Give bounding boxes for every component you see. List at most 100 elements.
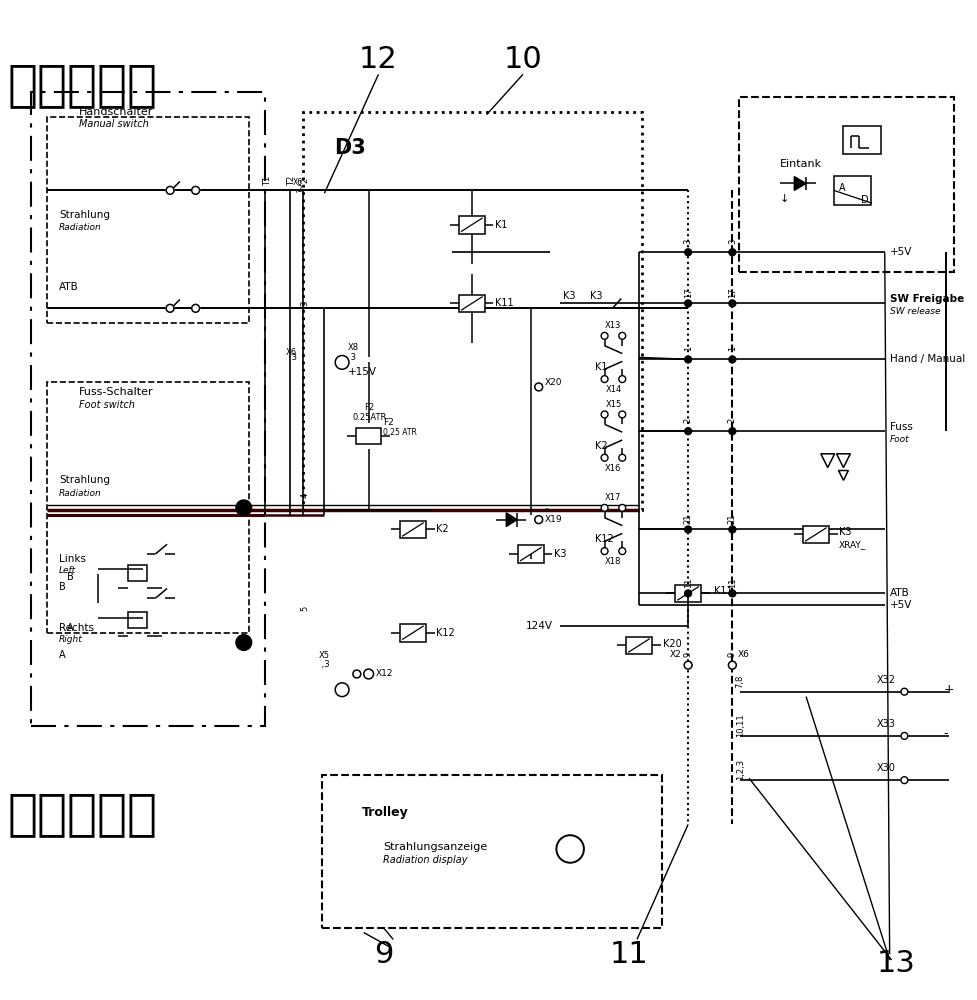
Text: 3: 3 xyxy=(727,239,736,244)
Text: XRAY_: XRAY_ xyxy=(837,540,865,549)
Bar xyxy=(832,176,871,205)
Text: Right: Right xyxy=(59,635,83,644)
Text: X13: X13 xyxy=(605,321,621,330)
Text: X5: X5 xyxy=(319,651,329,660)
Text: 第一接入点: 第一接入点 xyxy=(8,61,157,109)
Text: T2: T2 xyxy=(287,175,296,186)
Text: 7,8: 7,8 xyxy=(735,674,743,688)
Text: B: B xyxy=(59,582,65,592)
Circle shape xyxy=(728,249,735,256)
Text: T1: T1 xyxy=(263,175,272,186)
Text: 13: 13 xyxy=(876,949,915,978)
Text: 11: 11 xyxy=(727,577,736,588)
Text: Strahlung: Strahlung xyxy=(59,475,109,485)
Text: 12: 12 xyxy=(359,45,398,74)
Text: Radiation display: Radiation display xyxy=(383,855,467,865)
Text: K3: K3 xyxy=(554,549,567,559)
Text: X32: X32 xyxy=(876,675,895,685)
Text: X30: X30 xyxy=(876,763,895,773)
Text: 17: 17 xyxy=(727,287,736,298)
Bar xyxy=(675,585,701,602)
Text: Links: Links xyxy=(59,554,86,564)
Text: 4: 4 xyxy=(300,492,309,498)
Text: D3: D3 xyxy=(334,138,365,158)
Bar xyxy=(400,521,425,538)
Text: K3: K3 xyxy=(589,291,602,301)
Polygon shape xyxy=(793,177,805,190)
Text: Rechts: Rechts xyxy=(59,623,94,633)
Text: X15: X15 xyxy=(605,400,621,409)
Circle shape xyxy=(601,454,608,461)
Text: Fuss-Schalter: Fuss-Schalter xyxy=(78,387,153,397)
Text: o: o xyxy=(544,507,548,513)
Bar xyxy=(322,775,660,928)
Text: 9: 9 xyxy=(683,652,692,657)
Circle shape xyxy=(684,661,692,669)
Circle shape xyxy=(618,376,625,383)
Circle shape xyxy=(166,186,174,194)
Circle shape xyxy=(335,355,349,369)
Text: 1,2,3: 1,2,3 xyxy=(735,759,743,780)
Text: X18: X18 xyxy=(605,557,621,566)
Text: 9: 9 xyxy=(727,652,736,657)
Circle shape xyxy=(166,304,174,312)
Bar xyxy=(128,612,148,628)
Text: X33: X33 xyxy=(876,719,895,729)
Text: SW release: SW release xyxy=(889,307,939,316)
Circle shape xyxy=(728,356,735,363)
Text: ATB: ATB xyxy=(59,282,79,292)
Text: Radiation: Radiation xyxy=(59,223,102,232)
Circle shape xyxy=(684,249,691,256)
Text: Handschalter: Handschalter xyxy=(78,107,152,117)
Text: Strahlung: Strahlung xyxy=(59,210,109,220)
Text: 1: 1 xyxy=(683,346,692,351)
Text: 9: 9 xyxy=(373,940,393,969)
Circle shape xyxy=(235,635,251,650)
Circle shape xyxy=(728,300,735,307)
Text: K3: K3 xyxy=(563,291,575,301)
Text: K20: K20 xyxy=(661,639,681,649)
Bar xyxy=(802,526,828,543)
Circle shape xyxy=(601,332,608,339)
Text: K1: K1 xyxy=(495,220,507,230)
Text: K12: K12 xyxy=(436,628,454,638)
Text: 3: 3 xyxy=(348,353,356,362)
Circle shape xyxy=(556,835,583,863)
Text: 3: 3 xyxy=(300,301,309,306)
Circle shape xyxy=(684,590,691,597)
Bar xyxy=(31,92,265,726)
Text: 21: 21 xyxy=(683,513,692,524)
Text: +: + xyxy=(943,683,954,696)
Circle shape xyxy=(191,186,199,194)
Text: Manual switch: Manual switch xyxy=(78,119,149,129)
Text: 124V: 124V xyxy=(525,621,552,631)
Text: 10,11: 10,11 xyxy=(735,713,743,737)
Text: X12: X12 xyxy=(375,669,393,678)
Text: Foot: Foot xyxy=(889,435,909,444)
Text: 17: 17 xyxy=(683,287,692,298)
Circle shape xyxy=(684,428,691,435)
Text: 11: 11 xyxy=(609,940,648,969)
Text: X6: X6 xyxy=(737,650,748,659)
Text: K2: K2 xyxy=(436,524,448,534)
Circle shape xyxy=(235,500,251,516)
Text: Hand / Manual: Hand / Manual xyxy=(889,354,964,364)
Text: 3: 3 xyxy=(683,239,692,244)
Text: X14: X14 xyxy=(605,385,621,394)
Text: Radiation: Radiation xyxy=(59,489,102,498)
Circle shape xyxy=(618,332,625,339)
Circle shape xyxy=(335,683,349,697)
Text: Fuss: Fuss xyxy=(889,422,912,432)
Text: ATB: ATB xyxy=(889,588,909,598)
Text: +5V: +5V xyxy=(889,600,912,610)
Circle shape xyxy=(728,428,735,435)
Text: K3: K3 xyxy=(837,527,850,537)
Circle shape xyxy=(601,411,608,418)
Text: X20: X20 xyxy=(544,378,562,387)
Bar xyxy=(303,112,641,510)
Text: X2: X2 xyxy=(669,650,681,659)
Circle shape xyxy=(601,504,608,511)
Circle shape xyxy=(191,304,199,312)
Circle shape xyxy=(618,504,625,511)
Bar xyxy=(518,545,543,563)
